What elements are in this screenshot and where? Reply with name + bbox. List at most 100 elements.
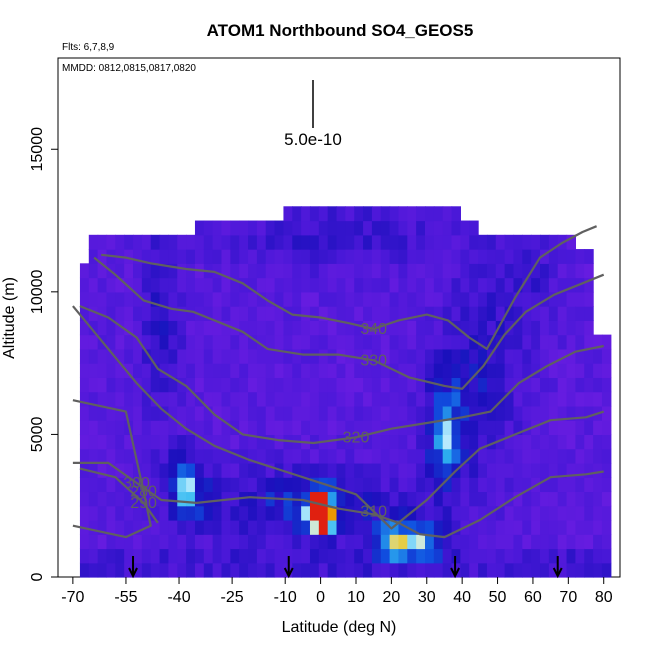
heatmap-cell <box>327 420 338 436</box>
heatmap-cell <box>433 491 444 507</box>
heatmap-cell <box>239 348 249 364</box>
heatmap-cell <box>593 348 603 364</box>
heatmap-cell <box>186 562 196 578</box>
heatmap-cell <box>425 462 435 478</box>
heatmap-cell <box>79 448 90 464</box>
heatmap-cell <box>380 405 391 421</box>
heatmap-cell <box>504 548 515 564</box>
heatmap-cell <box>389 505 400 521</box>
heatmap-cell <box>318 405 329 421</box>
heatmap-cell <box>194 534 205 550</box>
heatmap-cell <box>327 249 338 264</box>
heatmap-cell <box>212 534 223 550</box>
heatmap-cell <box>389 306 400 321</box>
heatmap-cell <box>531 548 541 564</box>
heatmap-cell <box>265 277 276 293</box>
heatmap-cell <box>221 363 231 378</box>
heatmap-cell <box>106 420 116 436</box>
heatmap-cell <box>309 220 320 236</box>
heatmap-cell <box>265 249 276 264</box>
heatmap-cell <box>451 377 461 393</box>
heatmap-cell <box>309 505 320 521</box>
profile-marker <box>128 556 138 579</box>
heatmap-cell <box>575 534 585 550</box>
heatmap-cell <box>354 462 364 478</box>
heatmap-cell <box>460 306 470 321</box>
heatmap-cell <box>398 434 408 450</box>
heatmap-cell <box>593 491 603 507</box>
heatmap-cell <box>469 249 479 264</box>
heatmap-cell <box>513 477 523 493</box>
heatmap-cell <box>230 334 240 350</box>
heatmap-cell <box>309 391 320 407</box>
heatmap-cell <box>522 249 532 264</box>
contour-label-310: 310 <box>360 503 387 520</box>
heatmap-cell <box>478 562 488 578</box>
heatmap-cell <box>327 334 338 350</box>
heatmap-cell <box>88 334 99 350</box>
heatmap-cell <box>133 534 143 550</box>
heatmap-cell <box>256 462 267 478</box>
heatmap-cell <box>363 491 373 507</box>
heatmap-cell <box>106 391 116 407</box>
heatmap-cell <box>442 462 453 478</box>
heatmap-cell <box>371 234 382 250</box>
heatmap-cell <box>292 206 302 222</box>
heatmap-cell <box>460 491 470 507</box>
heatmap-cell <box>486 249 497 264</box>
heatmap-cell <box>141 348 152 364</box>
heatmap-cell <box>115 477 125 493</box>
heatmap-cell <box>566 405 577 421</box>
heatmap-cell <box>469 519 479 535</box>
heatmap-field <box>79 206 612 578</box>
heatmap-cell <box>283 206 293 222</box>
heatmap-cell <box>88 377 99 393</box>
heatmap-cell <box>336 334 346 350</box>
heatmap-cell <box>168 462 178 478</box>
heatmap-cell <box>442 519 453 535</box>
heatmap-cell <box>194 363 205 378</box>
heatmap-cell <box>159 306 170 321</box>
heatmap-cell <box>97 291 108 307</box>
heatmap-cell <box>460 562 470 578</box>
heatmap-cell <box>248 306 258 321</box>
heatmap-cell <box>566 462 577 478</box>
heatmap-cell <box>469 491 479 507</box>
heatmap-cell <box>239 448 249 464</box>
heatmap-cell <box>203 363 214 378</box>
heatmap-cell <box>336 234 346 250</box>
heatmap-cell <box>97 420 108 436</box>
heatmap-cell <box>318 377 329 393</box>
heatmap-cell <box>380 334 391 350</box>
heatmap-cell <box>398 320 408 336</box>
heatmap-cell <box>309 206 320 222</box>
heatmap-cell <box>274 320 285 336</box>
heatmap-cell <box>513 320 523 336</box>
heatmap-cell <box>256 534 267 550</box>
heatmap-cell <box>318 562 329 578</box>
heatmap-cell <box>221 291 231 307</box>
heatmap-cell <box>345 448 355 464</box>
heatmap-cell <box>292 291 302 307</box>
heatmap-cell <box>407 234 417 250</box>
heatmap-cell <box>469 562 479 578</box>
heatmap-cell <box>301 534 311 550</box>
heatmap-cell <box>416 348 426 364</box>
heatmap-cell <box>194 320 205 336</box>
heatmap-cell <box>212 363 223 378</box>
heatmap-cell <box>584 334 594 350</box>
heatmap-cell <box>566 249 577 264</box>
heatmap-cell <box>274 377 285 393</box>
heatmap-cell <box>159 448 170 464</box>
heatmap-cell <box>106 519 116 535</box>
heatmap-cell <box>345 220 355 236</box>
heatmap-cell <box>601 434 612 450</box>
heatmap-cell <box>398 477 408 493</box>
heatmap-cell <box>363 519 373 535</box>
heatmap-cell <box>115 306 125 321</box>
heatmap-cell <box>398 548 408 564</box>
heatmap-cell <box>442 320 453 336</box>
heatmap-cell <box>478 234 488 250</box>
heatmap-cell <box>124 334 134 350</box>
heatmap-cell <box>416 334 426 350</box>
